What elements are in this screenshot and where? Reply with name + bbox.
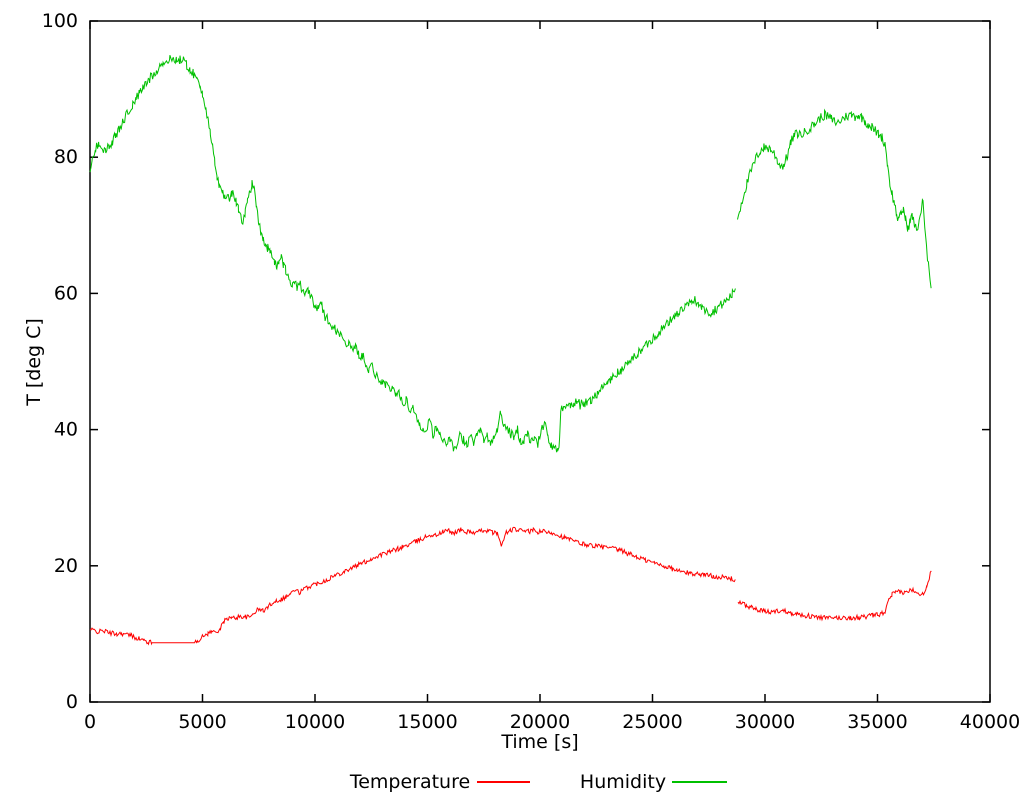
svg-text:20: 20 [54, 555, 78, 577]
svg-text:10000: 10000 [285, 711, 345, 733]
svg-text:40000: 40000 [960, 711, 1020, 733]
svg-text:100: 100 [42, 10, 78, 32]
humidity-line-swatch [672, 781, 727, 783]
svg-text:5000: 5000 [178, 711, 226, 733]
svg-text:25000: 25000 [622, 711, 682, 733]
y-axis-label: T [deg C] [23, 318, 45, 406]
legend-item-temperature: Temperature [349, 771, 471, 793]
svg-text:35000: 35000 [847, 711, 907, 733]
svg-text:0: 0 [84, 711, 96, 733]
svg-text:15000: 15000 [397, 711, 457, 733]
legend-item-humidity: Humidity [579, 771, 667, 793]
temperature-line-swatch [477, 781, 530, 783]
svg-text:0: 0 [66, 691, 78, 713]
svg-text:40: 40 [54, 419, 78, 441]
svg-text:20000: 20000 [510, 711, 570, 733]
svg-text:60: 60 [54, 282, 78, 304]
svg-text:80: 80 [54, 146, 78, 168]
x-axis-label: Time [s] [501, 731, 579, 753]
svg-text:30000: 30000 [735, 711, 795, 733]
